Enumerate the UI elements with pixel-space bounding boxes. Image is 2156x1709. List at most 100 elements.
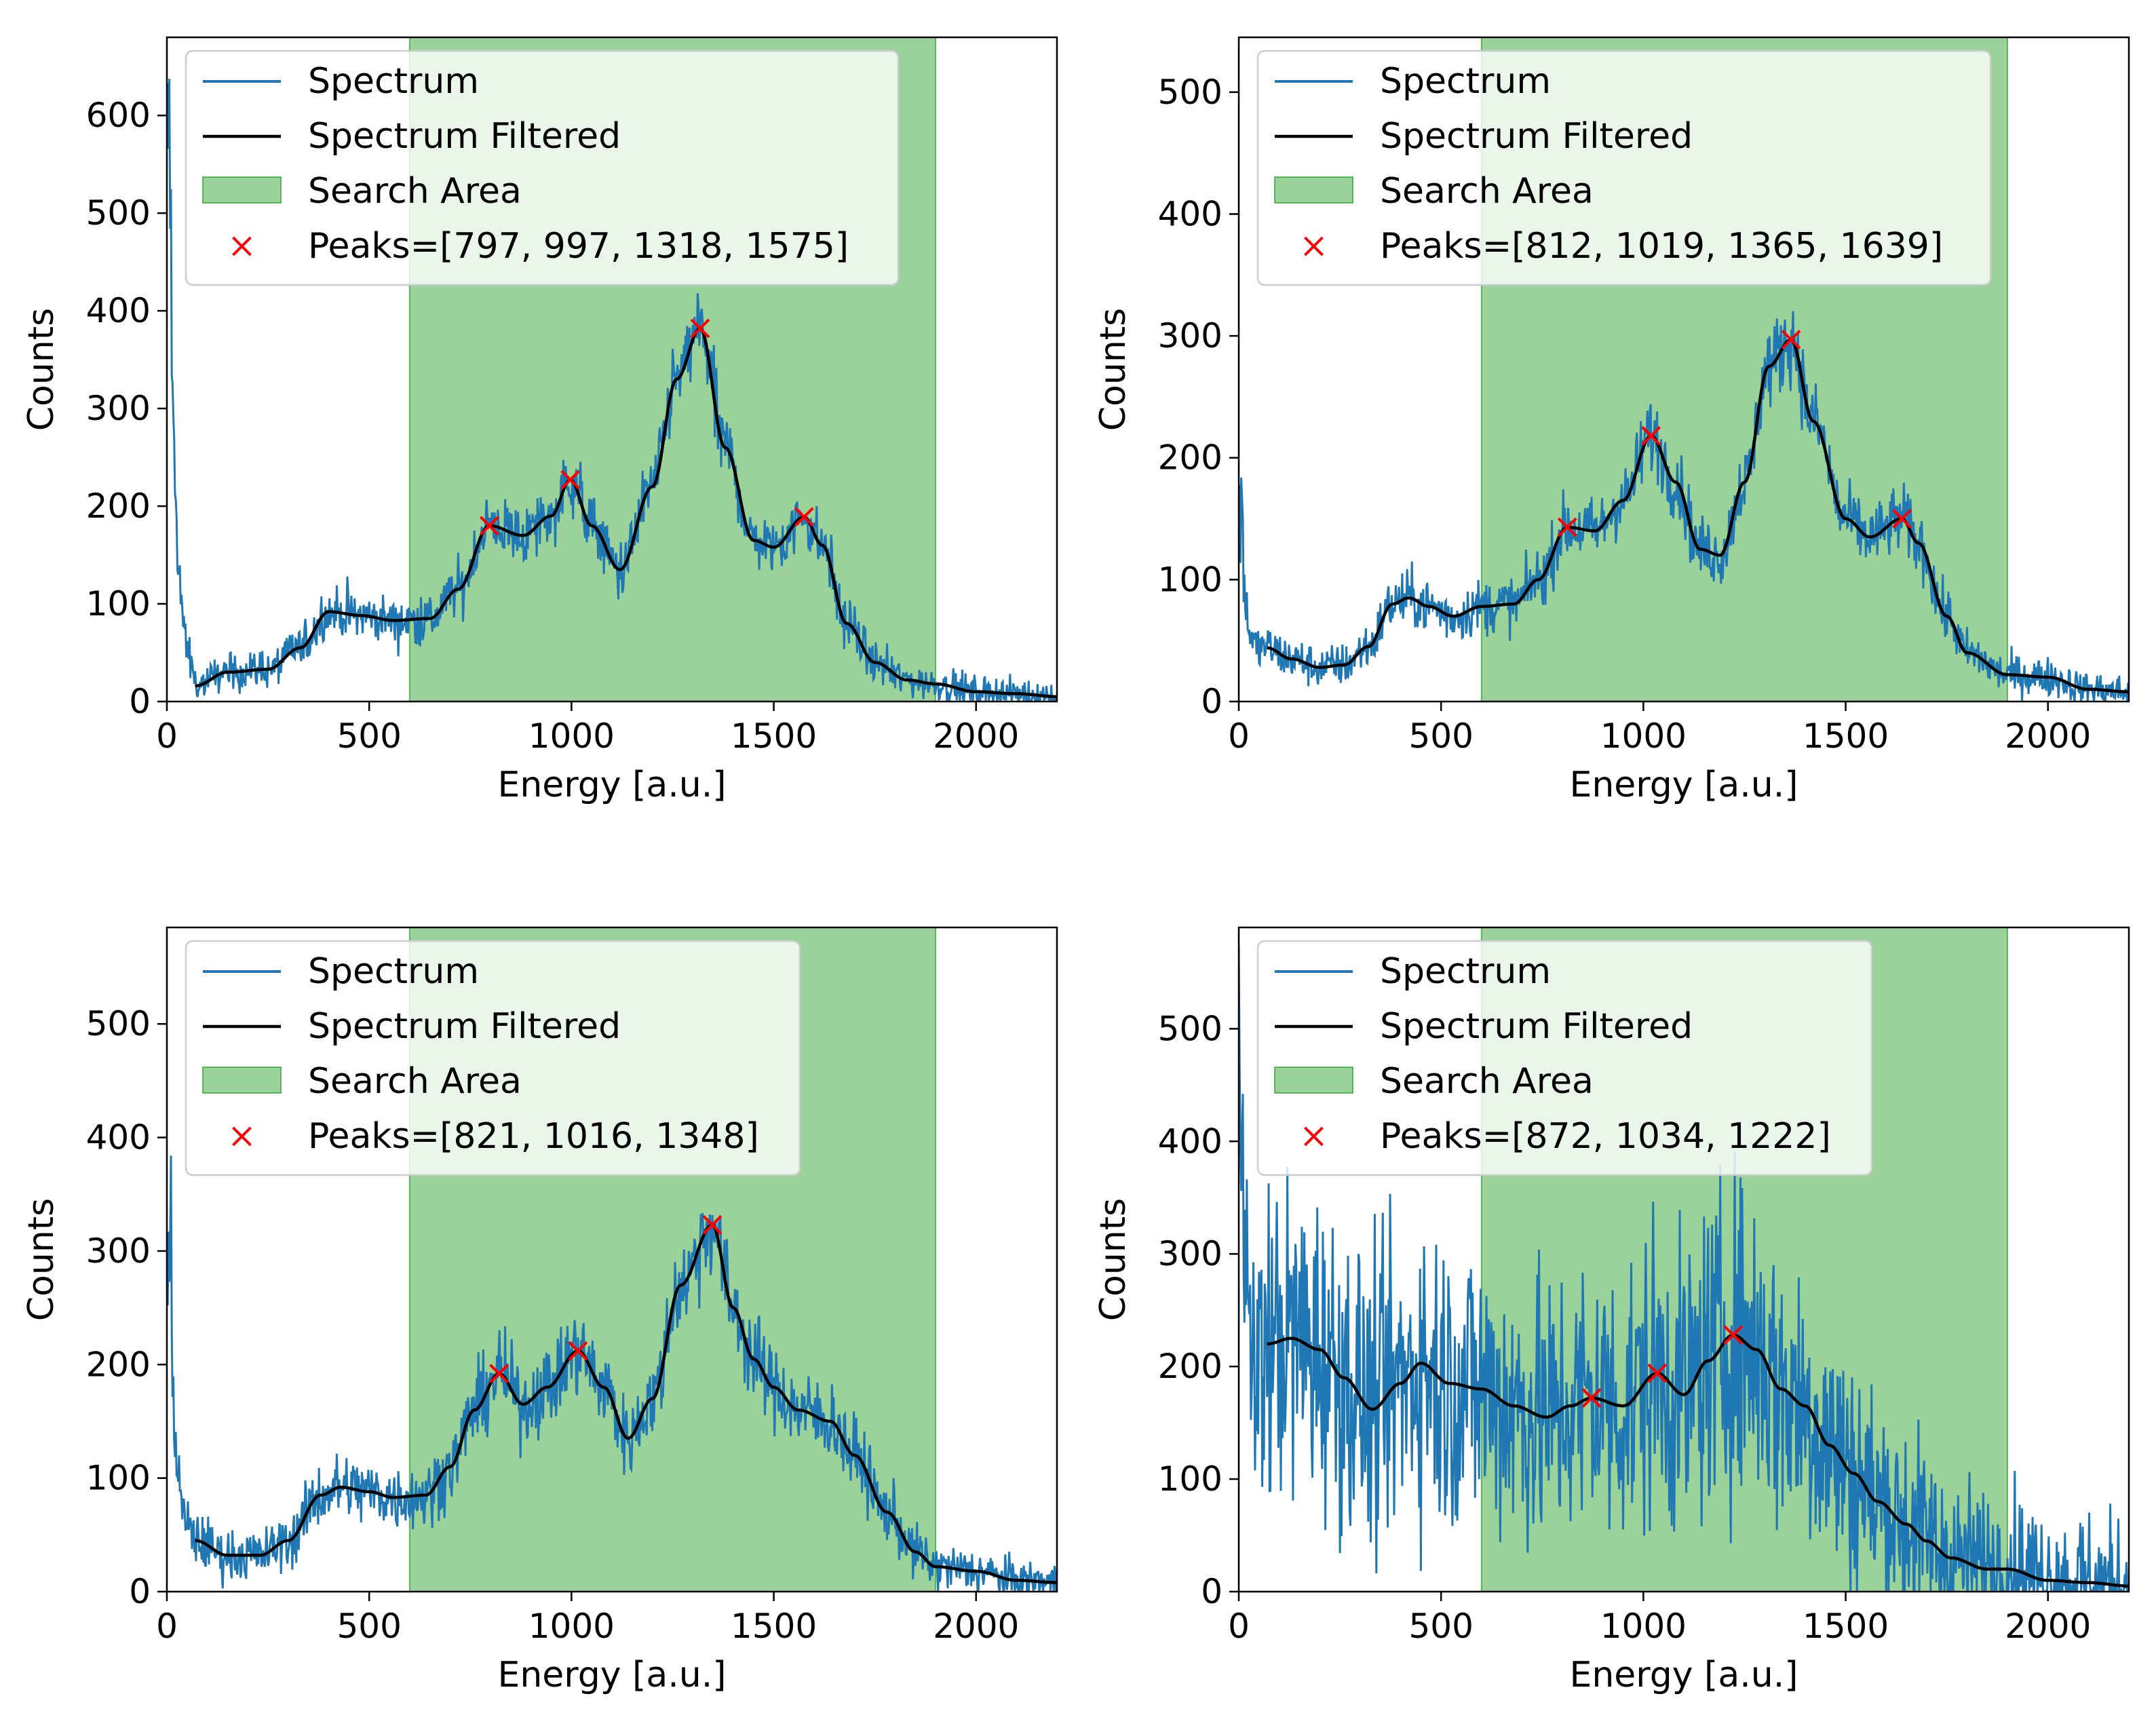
peak-marker — [568, 1341, 588, 1361]
x-tick-label: 0 — [1228, 1607, 1250, 1646]
y-tick-label: 500 — [1158, 1009, 1223, 1048]
spectrum-filtered-line — [195, 1223, 1056, 1584]
chart-panel-2: 0 500 1000 1500 2000 0 100 200 300 400 500 Energy [… — [1093, 36, 2130, 805]
y-tick-label: 300 — [1158, 316, 1223, 356]
peak-marker — [1641, 425, 1661, 446]
x-tick-label: 1500 — [1803, 716, 1889, 756]
x-tick-label: 1000 — [528, 1607, 615, 1646]
legend-label-peaks: Peaks=[797, 997, 1318, 1575] — [308, 226, 849, 267]
x-tick-label: 1000 — [528, 716, 615, 756]
y-axis-label: Counts — [1093, 308, 1134, 431]
legend-swatch-peaks — [1304, 1126, 1324, 1147]
y-tick-label: 0 — [1201, 1572, 1223, 1611]
y-tick-label: 500 — [1158, 73, 1223, 112]
legend-box — [1256, 940, 1873, 1176]
x-tick-label: 2000 — [2005, 1607, 2091, 1646]
y-tick-label: 100 — [1158, 1459, 1223, 1499]
peak-marker — [1647, 1363, 1668, 1383]
y-tick-label: 400 — [86, 291, 151, 330]
spectrum-filtered-line — [1267, 1333, 2128, 1588]
legend-label-filtered: Spectrum Filtered — [1380, 116, 1693, 157]
spectrum-filtered-line — [195, 326, 1056, 699]
legend-swatch-search-area — [1274, 176, 1353, 204]
x-tick-label: 1500 — [731, 1607, 817, 1646]
peak-marker — [1723, 1325, 1744, 1345]
legend-label-search-area: Search Area — [308, 171, 522, 212]
legend-label-spectrum: Spectrum — [308, 61, 479, 102]
y-tick-label: 300 — [86, 389, 151, 428]
legend-label-search-area: Search Area — [1380, 171, 1594, 212]
y-tick-label: 500 — [86, 1004, 151, 1043]
x-axis-label: Energy [a.u.] — [497, 1655, 726, 1695]
peak-marker — [794, 507, 814, 527]
axes-frame — [166, 926, 1058, 1593]
axes-frame — [166, 36, 1058, 703]
chart-panel-3: 0 500 1000 1500 2000 0 100 200 300 400 500 Energy [… — [21, 926, 1058, 1695]
peak-marker — [1557, 517, 1577, 537]
legend-label-filtered: Spectrum Filtered — [308, 116, 621, 157]
legend-label-filtered: Spectrum Filtered — [308, 1006, 621, 1047]
legend-box — [185, 940, 801, 1176]
axes-frame — [1237, 36, 2130, 703]
legend: Spectrum Spectrum Filtered Search Area Peak… — [185, 940, 801, 1176]
legend: Spectrum Spectrum Filtered Search Area Peak… — [1256, 50, 1992, 286]
x-axis-label: Energy [a.u.] — [1569, 1655, 1798, 1695]
y-tick-label: 300 — [86, 1231, 151, 1271]
legend-box — [185, 50, 900, 286]
x-tick-label: 2000 — [933, 1607, 1019, 1646]
legend-label-spectrum: Spectrum — [308, 951, 479, 992]
x-tick-label: 1000 — [1600, 716, 1687, 756]
y-tick-label: 200 — [1158, 1347, 1223, 1386]
peak-marker — [1581, 1388, 1602, 1408]
legend-label-search-area: Search Area — [308, 1061, 522, 1102]
peak-marker — [690, 318, 710, 339]
x-tick-label: 1500 — [731, 716, 817, 756]
legend-swatch-search-area — [202, 176, 282, 204]
legend-swatch-search-area — [1274, 1067, 1353, 1094]
y-tick-label: 400 — [1158, 194, 1223, 233]
x-tick-label: 500 — [1408, 716, 1473, 756]
y-tick-label: 500 — [86, 193, 151, 233]
y-tick-label: 600 — [86, 96, 151, 135]
peak-marker — [560, 469, 580, 490]
x-tick-label: 500 — [336, 1607, 401, 1646]
y-tick-label: 100 — [1158, 560, 1223, 599]
peak-marker — [702, 1215, 723, 1235]
x-tick-label: 2000 — [933, 716, 1019, 756]
x-tick-label: 1000 — [1600, 1607, 1687, 1646]
y-tick-label: 400 — [86, 1118, 151, 1157]
legend: Spectrum Spectrum Filtered Search Area Peak… — [185, 50, 900, 286]
legend-box — [1256, 50, 1992, 286]
y-tick-label: 400 — [1158, 1121, 1223, 1161]
x-tick-label: 2000 — [2005, 716, 2091, 756]
legend-swatch-peaks — [232, 236, 252, 256]
y-tick-label: 200 — [86, 1345, 151, 1384]
peak-marker — [479, 516, 499, 536]
legend-swatch-peaks — [232, 1126, 252, 1147]
spectrum-line — [1239, 945, 2129, 1592]
legend-swatch-peaks — [1304, 236, 1324, 256]
legend-label-peaks: Peaks=[812, 1019, 1365, 1639] — [1380, 226, 1943, 267]
x-tick-label: 0 — [156, 716, 178, 756]
x-tick-label: 0 — [1228, 716, 1250, 756]
y-tick-label: 300 — [1158, 1234, 1223, 1273]
y-tick-label: 0 — [1201, 682, 1223, 721]
chart-panel-1: 0 500 1000 1500 2000 0 100 200 300 400 500 600 Energ… — [21, 36, 1058, 805]
y-axis-label: Counts — [21, 1198, 62, 1322]
y-tick-label: 100 — [86, 584, 151, 623]
legend-label-spectrum: Spectrum — [1380, 951, 1551, 992]
y-tick-label: 200 — [1158, 438, 1223, 478]
legend-label-spectrum: Spectrum — [1380, 61, 1551, 102]
peak-marker — [1781, 330, 1801, 349]
x-tick-label: 500 — [1408, 1607, 1473, 1646]
y-tick-label: 200 — [86, 486, 151, 526]
y-tick-label: 100 — [86, 1459, 151, 1498]
x-axis-label: Energy [a.u.] — [497, 765, 726, 805]
y-tick-label: 0 — [129, 1572, 151, 1611]
spectrum-filtered-line — [1267, 338, 2128, 693]
y-tick-label: 0 — [129, 682, 151, 721]
legend-label-search-area: Search Area — [1380, 1061, 1594, 1102]
peak-marker — [489, 1364, 509, 1384]
y-axis-label: Counts — [1093, 1198, 1134, 1322]
